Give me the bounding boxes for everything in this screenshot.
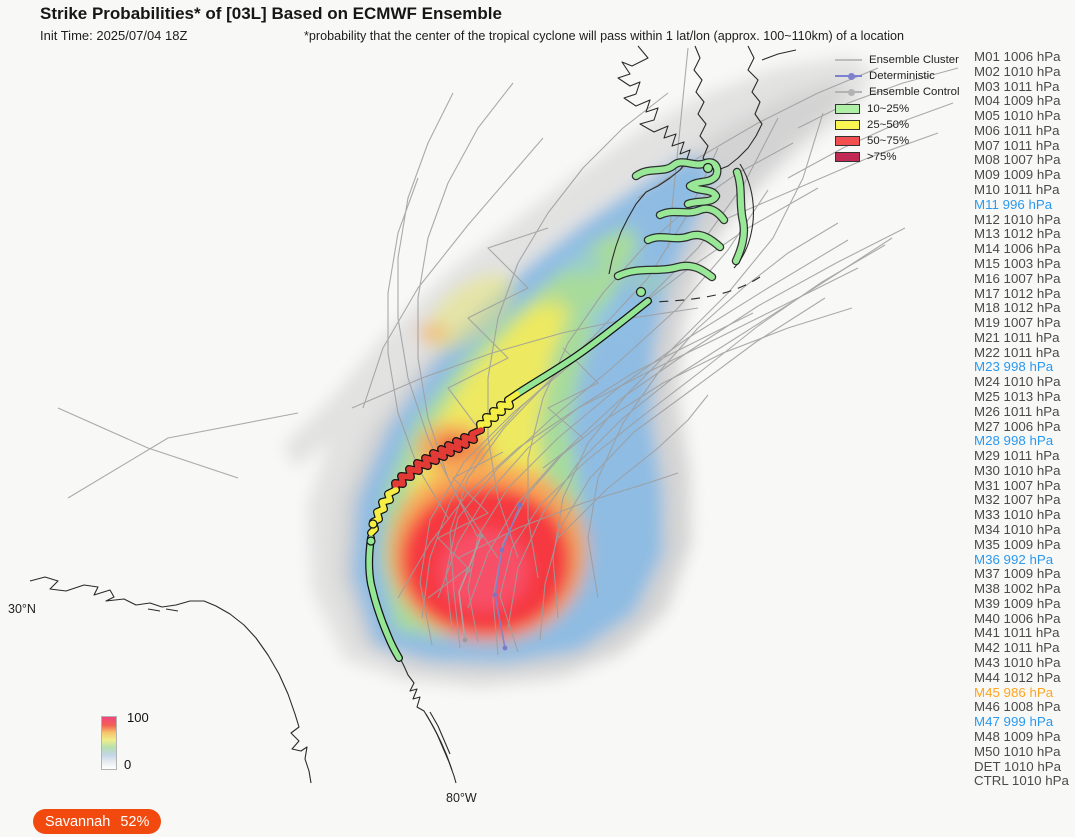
member-row: M23 998 hPa: [974, 359, 1054, 375]
legend-line-dot-swatch: [835, 72, 862, 80]
deterministic-track: [492, 502, 523, 651]
member-row: M28 998 hPa: [974, 433, 1054, 449]
member-row: M41 1011 hPa: [974, 625, 1060, 641]
member-row: M15 1003 hPa: [974, 255, 1061, 271]
coastal-probability-band: [365, 297, 652, 662]
longitude-label: 80°W: [446, 791, 477, 805]
member-row: M12 1010 hPa: [974, 211, 1061, 227]
member-row: M46 1008 hPa: [974, 699, 1061, 715]
latitude-label: 30°N: [8, 602, 36, 616]
legend-label: Ensemble Cluster: [869, 54, 959, 67]
city-probability-value: 52%: [120, 813, 150, 830]
member-row: M11 996 hPa: [974, 196, 1053, 212]
city-probability-badge: Savannah 52%: [33, 809, 162, 834]
member-row: M25 1013 hPa: [974, 388, 1061, 404]
map-legend: Ensemble Cluster Deterministic Ensemble Co…: [835, 52, 960, 165]
legend-line-item: Ensemble Control: [835, 84, 960, 100]
member-row: M26 1011 hPa: [974, 403, 1060, 419]
page-title: Strike Probabilities* of [03L] Based on …: [40, 4, 502, 23]
member-row: M50 1010 hPa: [974, 743, 1061, 759]
member-row: M43 1010 hPa: [974, 655, 1061, 671]
legend-line-item: Ensemble Cluster: [835, 52, 960, 68]
member-row: M22 1011 hPa: [974, 344, 1060, 360]
member-row: M29 1011 hPa: [974, 448, 1060, 464]
member-row: M36 992 hPa: [974, 551, 1054, 567]
member-row: M33 1010 hPa: [974, 507, 1061, 523]
member-row: M09 1009 hPa: [974, 167, 1061, 183]
member-row: M02 1010 hPa: [974, 63, 1061, 79]
member-row: M07 1011 hPa: [974, 137, 1060, 153]
member-row: M16 1007 hPa: [974, 270, 1061, 286]
member-row: M38 1002 hPa: [974, 581, 1061, 597]
legend-patch-swatch: [835, 152, 860, 163]
member-row: M08 1007 hPa: [974, 152, 1061, 168]
member-row: M13 1012 hPa: [974, 226, 1061, 242]
member-row: M24 1010 hPa: [974, 374, 1061, 390]
legend-label: >75%: [867, 151, 897, 164]
member-row: M42 1011 hPa: [974, 640, 1060, 656]
ensemble-control-track: [458, 533, 484, 643]
legend-patch-item: >75%: [835, 149, 960, 165]
member-row: M32 1007 hPa: [974, 492, 1061, 508]
member-row: M18 1012 hPa: [974, 300, 1061, 316]
member-row: M01 1006 hPa: [974, 49, 1061, 64]
member-row: M44 1012 hPa: [974, 669, 1061, 685]
member-row: M48 1009 hPa: [974, 728, 1061, 744]
member-row: M27 1006 hPa: [974, 418, 1061, 434]
member-row: M35 1009 hPa: [974, 536, 1061, 552]
ensemble-member-list: M01 1006 hPa M02 1010 hPa M03 1011 hPa M04 …: [974, 49, 1069, 789]
legend-patch-item: 25~50%: [835, 117, 960, 133]
member-row: M14 1006 hPa: [974, 241, 1061, 257]
legend-label: 50~75%: [867, 135, 910, 148]
member-row: M30 1010 hPa: [974, 462, 1061, 478]
legend-line-item: Deterministic: [835, 68, 960, 84]
legend-line-swatch: [835, 59, 862, 62]
legend-label: Deterministic: [869, 70, 935, 83]
coastal-band-sounds: [613, 158, 749, 298]
member-row: M05 1010 hPa: [974, 108, 1061, 124]
member-row: DET 1010 hPa: [974, 758, 1061, 774]
member-row: M34 1010 hPa: [974, 522, 1061, 537]
legend-patch-item: 50~75%: [835, 133, 960, 149]
legend-line-dot-swatch: [835, 88, 862, 96]
legend-label: Ensemble Control: [869, 86, 960, 99]
member-row: M37 1009 hPa: [974, 566, 1061, 582]
member-row: M17 1012 hPa: [974, 285, 1061, 301]
colorbar-min-label: 0: [124, 757, 132, 772]
member-row: M10 1011 hPa: [974, 182, 1060, 198]
member-row: CTRL 1010 hPa: [974, 773, 1069, 789]
member-row: M31 1007 hPa: [974, 477, 1061, 493]
member-row: M45 986 hPa: [974, 684, 1054, 700]
probability-colorbar: [101, 716, 117, 770]
member-row: M47 999 hPa: [974, 714, 1054, 730]
member-row: M39 1009 hPa: [974, 595, 1061, 611]
legend-patch-item: 10~25%: [835, 101, 960, 117]
legend-label: 25~50%: [867, 118, 910, 131]
legend-patch-swatch: [835, 136, 860, 147]
legend-patch-swatch: [835, 103, 860, 114]
legend-label: 10~25%: [867, 102, 910, 115]
probability-note: *probability that the center of the trop…: [304, 29, 905, 43]
member-row: M06 1011 hPa: [974, 122, 1060, 138]
city-name: Savannah: [45, 813, 111, 830]
legend-patch-swatch: [835, 119, 860, 130]
member-row: M03 1011 hPa: [974, 78, 1060, 94]
colorbar-max-label: 100: [127, 710, 149, 725]
coastline: [29, 45, 797, 784]
ensemble-track-lines: [57, 47, 959, 656]
init-time-label: Init Time: 2025/07/04 18Z: [40, 28, 188, 43]
member-row: M40 1006 hPa: [974, 610, 1061, 626]
member-row: M21 1011 hPa: [974, 329, 1060, 345]
member-row: M19 1007 hPa: [974, 315, 1061, 331]
member-row: M04 1009 hPa: [974, 93, 1061, 109]
